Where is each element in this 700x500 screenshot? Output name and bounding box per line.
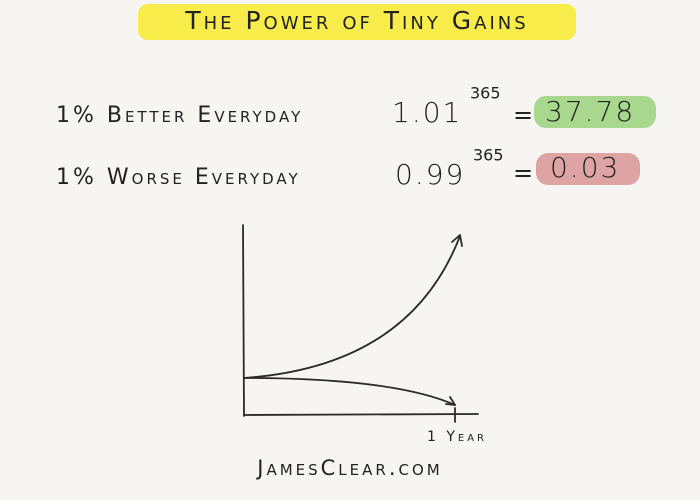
equals: =: [513, 101, 533, 129]
x-axis-label: 1 Year: [427, 429, 487, 445]
base: 0.99: [395, 158, 465, 191]
row-label: 1% Better Everyday: [56, 103, 303, 128]
title: The Power of Tiny Gains: [184, 6, 528, 35]
result-highlight-good: [534, 96, 656, 128]
title-highlight: [138, 4, 576, 40]
result: 37.78: [545, 95, 635, 128]
result-highlight-bad: [536, 153, 640, 185]
footer: JamesClear.com: [255, 456, 442, 480]
arrowhead: [451, 234, 463, 247]
decline-curve: [243, 377, 456, 406]
y-axis: [242, 224, 245, 417]
base: 1.01: [392, 96, 462, 129]
equals: =: [513, 159, 533, 187]
growth-curve: [243, 235, 461, 379]
x-axis: [243, 413, 479, 416]
sketch-graph: [242, 224, 479, 423]
exponent: 365: [470, 84, 501, 103]
row-label: 1% Worse Everyday: [56, 165, 301, 190]
exponent: 365: [473, 146, 504, 165]
result: 0.03: [550, 151, 620, 184]
arrowhead: [445, 396, 456, 406]
